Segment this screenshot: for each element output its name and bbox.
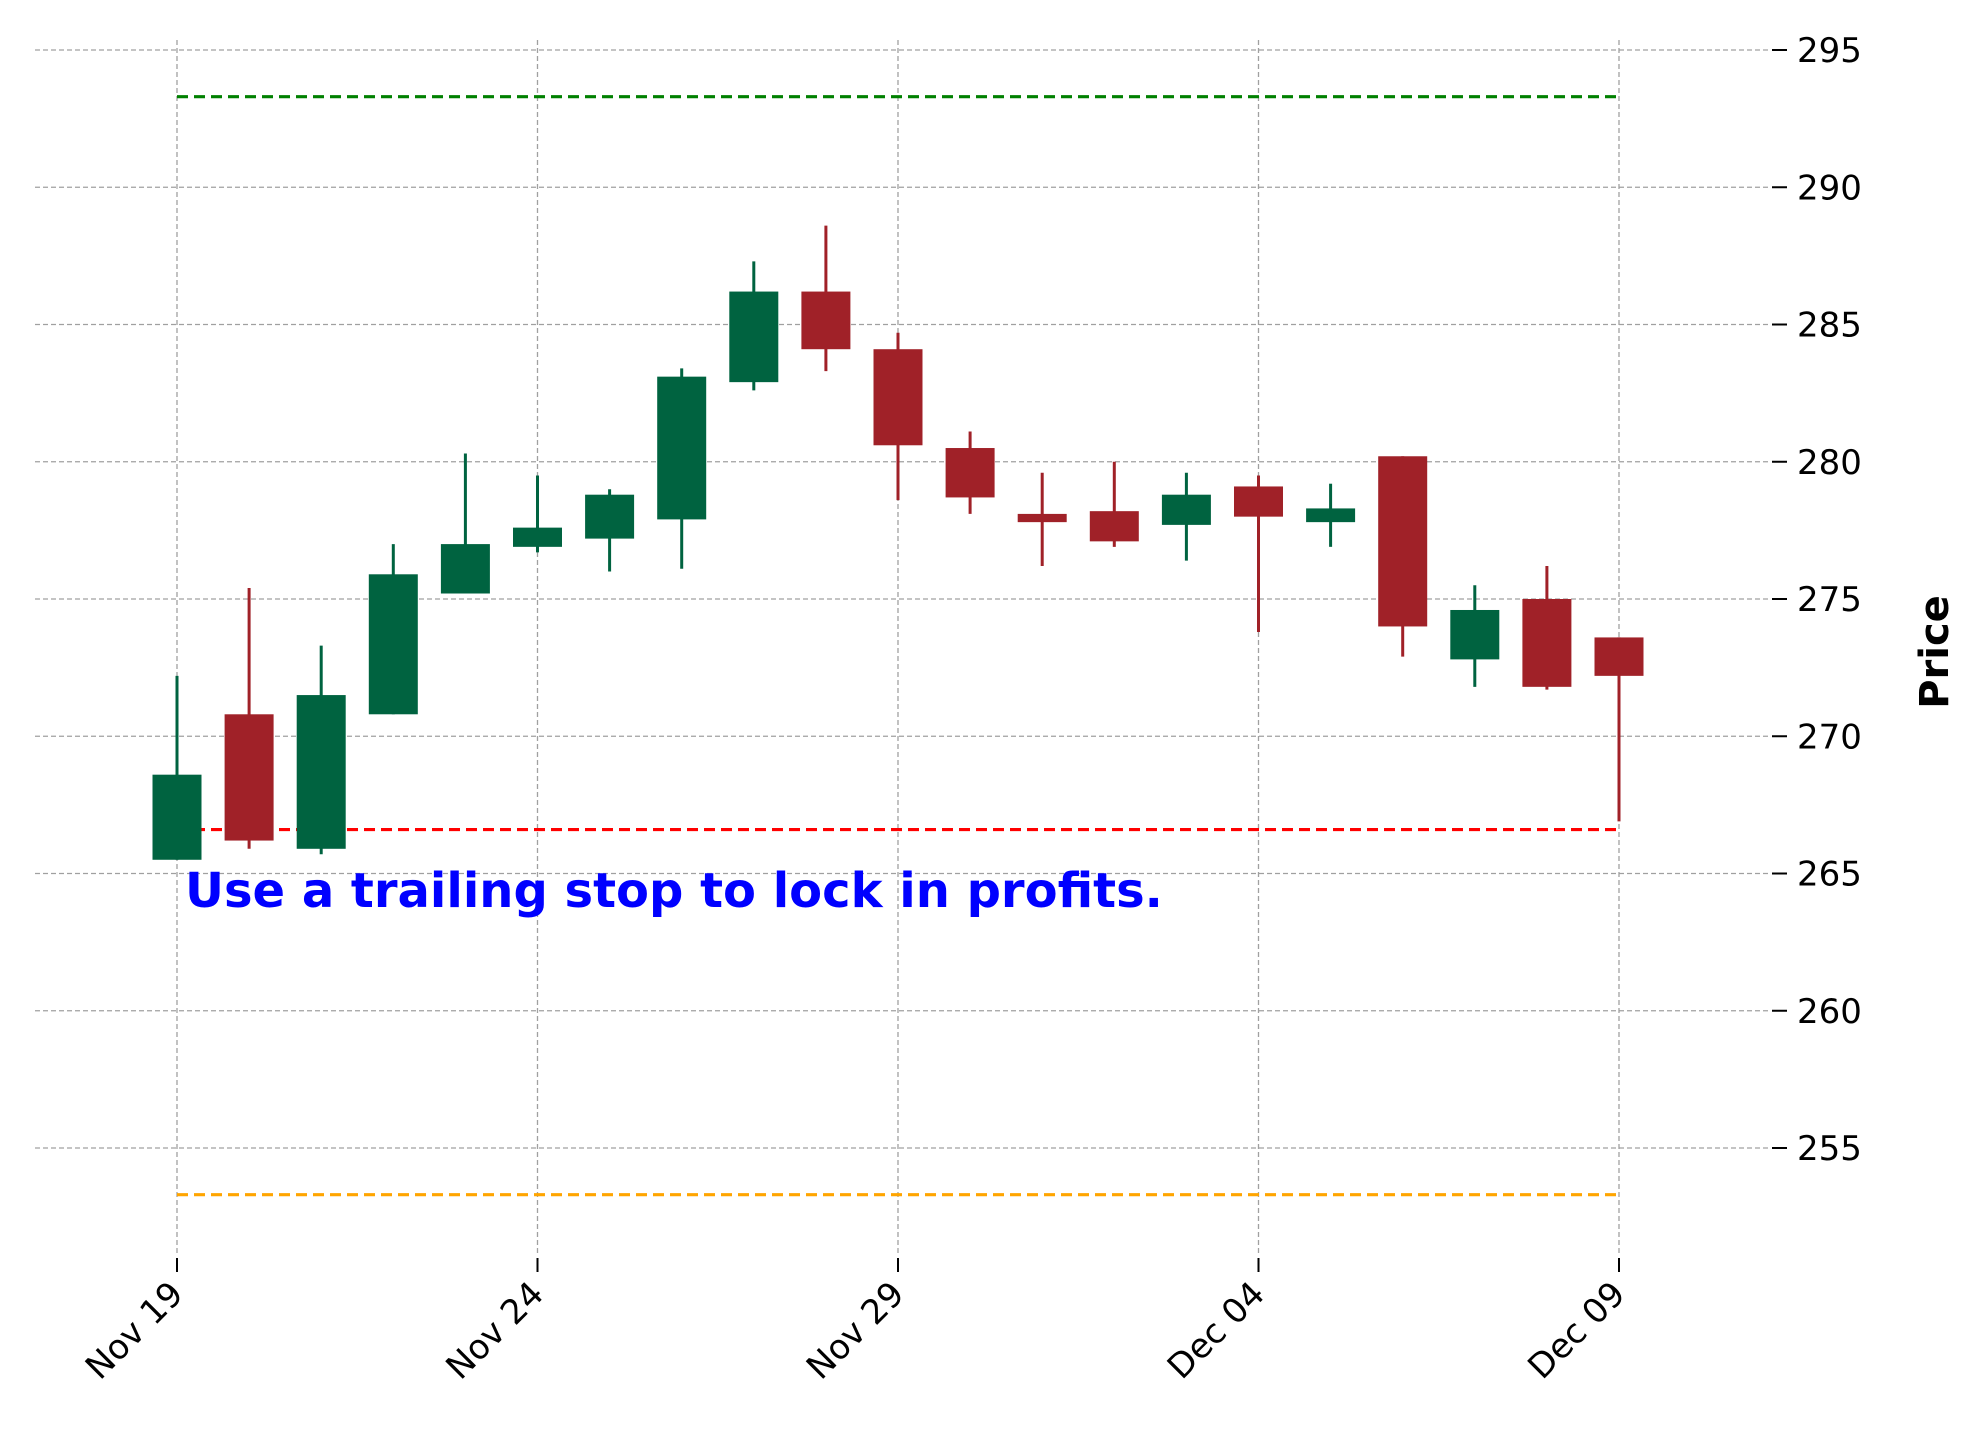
candle-body <box>1089 511 1139 542</box>
candle <box>945 431 995 514</box>
candles <box>152 225 1644 860</box>
candle-body <box>873 349 923 446</box>
x-tick-label: Nov 29 <box>799 1274 912 1387</box>
y-tick-label: 280 <box>1797 443 1862 483</box>
candle-body <box>296 695 346 849</box>
candle <box>801 225 851 372</box>
x-tick-label: Dec 09 <box>1520 1274 1633 1387</box>
x-tick-label: Nov 19 <box>78 1274 191 1387</box>
candle-body <box>368 574 418 715</box>
y-tick-label: 290 <box>1797 168 1862 208</box>
candle <box>1450 585 1500 687</box>
y-tick-label: 270 <box>1797 717 1862 757</box>
candle <box>1161 472 1211 561</box>
candle-body <box>657 376 707 520</box>
candle <box>585 489 635 572</box>
candle <box>1522 566 1572 690</box>
candle-body <box>1017 513 1067 523</box>
candle <box>513 475 562 553</box>
candle-body <box>945 448 995 498</box>
y-tick-label: 260 <box>1797 992 1862 1032</box>
y-tick-label: 285 <box>1797 306 1862 346</box>
candle-body <box>1378 456 1428 627</box>
y-tick-label: 295 <box>1797 31 1862 71</box>
candle-body <box>729 291 779 383</box>
candle <box>1378 456 1428 657</box>
candle-body <box>801 291 851 350</box>
candle-body <box>1522 599 1572 687</box>
chart-annotation: Use a trailing stop to lock in profits. <box>185 863 1163 919</box>
candle-body <box>1161 494 1211 525</box>
candle-body <box>1594 637 1644 676</box>
candle <box>1234 475 1283 632</box>
horizontal-levels <box>177 95 1619 1197</box>
candle <box>368 544 418 715</box>
candle <box>224 588 274 849</box>
candle <box>296 645 346 855</box>
candle <box>1306 483 1356 547</box>
x-axis: Nov 19 Nov 24 Nov 29 Dec 04 Dec 09 <box>78 1258 1633 1388</box>
candle <box>657 368 707 569</box>
candle-body <box>585 494 635 539</box>
candle-body <box>440 544 490 594</box>
candle <box>1017 472 1067 567</box>
candle <box>152 675 202 860</box>
candle-body <box>1450 609 1500 660</box>
candle-body <box>513 527 562 547</box>
x-tick-label: Dec 04 <box>1160 1274 1273 1387</box>
grid-lines <box>35 40 1770 1255</box>
candle-body <box>1306 508 1356 523</box>
candle-body <box>224 714 274 841</box>
x-tick-label: Nov 24 <box>438 1274 551 1387</box>
candle <box>1089 461 1139 547</box>
candle-body <box>1234 486 1283 517</box>
y-tick-label: 275 <box>1797 580 1862 620</box>
candle <box>729 261 779 391</box>
candle <box>440 453 490 594</box>
y-axis-label: Price <box>1912 595 1958 709</box>
y-tick-label: 255 <box>1797 1129 1862 1169</box>
candle-body <box>152 774 202 860</box>
candle <box>873 332 923 501</box>
y-tick-label: 265 <box>1797 855 1862 895</box>
candle <box>1594 637 1644 822</box>
y-axis: 255 260 265 270 275 280 285 290 295 <box>1772 31 1862 1169</box>
